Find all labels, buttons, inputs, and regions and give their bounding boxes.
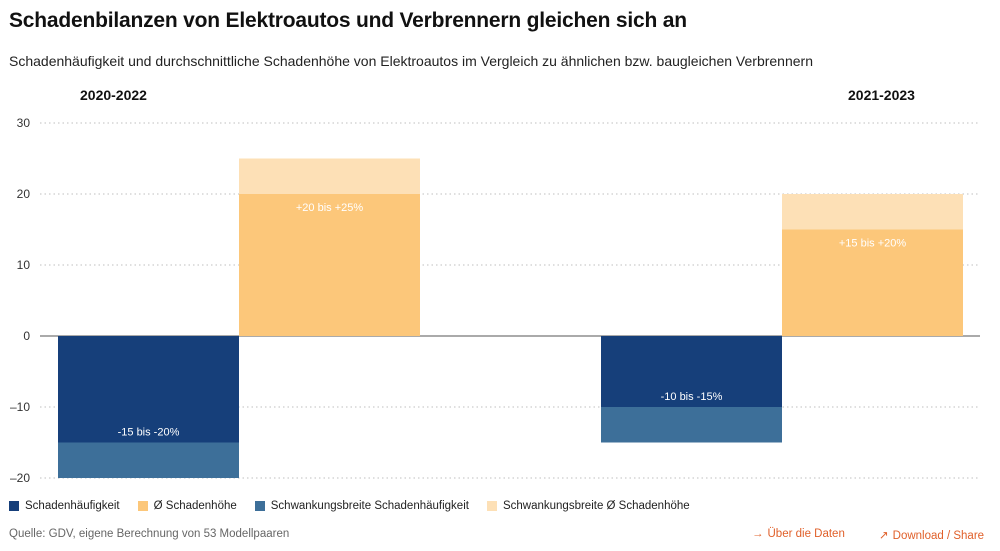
download-share-label: Download / Share	[892, 530, 985, 542]
download-share-link[interactable]: ↗ Download / Share	[879, 528, 984, 542]
legend-label-frequency: Schadenhäufigkeit	[25, 500, 120, 512]
about-data-label: Über die Daten	[767, 528, 845, 540]
data-label-amount-1: +20 bis +25%	[296, 202, 363, 214]
bar-amount-range-1	[239, 158, 420, 194]
legend-label-frequency-range: Schwankungsbreite Schadenhäufigkeit	[270, 500, 469, 512]
period-label-1: 2020-2022	[80, 87, 147, 103]
bar-frequency-2	[601, 336, 782, 407]
legend-label-amount-range: Schwankungsbreite Ø Schadenhöhe	[502, 500, 690, 512]
y-tick-label-4: –10	[10, 400, 30, 414]
y-tick-label-2: 10	[17, 258, 31, 272]
y-tick-label-5: –20	[10, 471, 30, 485]
legend-item-frequency: Schadenhäufigkeit	[9, 500, 120, 512]
bar-frequency-range-2	[601, 407, 782, 443]
data-label-frequency-1: -15 bis -20%	[118, 427, 180, 439]
data-label-amount-2: +15 bis +20%	[839, 238, 906, 250]
bar-amount-1	[239, 194, 420, 336]
legend-label-amount: Ø Schadenhöhe	[153, 500, 237, 512]
about-data-link[interactable]: → Über die Daten	[752, 528, 845, 540]
legend: Schadenhäufigkeit Ø Schadenhöhe Schwanku…	[9, 500, 708, 512]
chart-title: Schadenbilanzen von Elektroautos und Ver…	[9, 9, 687, 32]
legend-swatch-amount-range	[486, 501, 497, 511]
bar-chart: 30 20 10 0 –10 –20 -15 bis -20% +20 bis +25% -10…	[10, 116, 980, 485]
arrow-right-icon: →	[752, 528, 764, 540]
arrow-up-right-icon: ↗	[879, 530, 889, 542]
legend-item-frequency-range: Schwankungsbreite Schadenhäufigkeit	[254, 500, 469, 512]
y-tick-label-0: 30	[17, 116, 31, 130]
bar-amount-2	[782, 229, 963, 336]
legend-swatch-frequency-range	[254, 501, 265, 511]
data-label-frequency-2: -10 bis -15%	[661, 391, 723, 403]
chart-subtitle: Schadenhäufigkeit und durchschnittliche …	[9, 53, 813, 69]
legend-swatch-amount	[137, 501, 148, 511]
y-tick-label-1: 20	[17, 187, 31, 201]
y-tick-label-3: 0	[23, 329, 30, 343]
bar-frequency-1	[58, 336, 239, 443]
bar-frequency-range-1	[58, 442, 239, 478]
legend-swatch-frequency	[9, 501, 19, 511]
source-note: Quelle: GDV, eigene Berechnung von 53 Mo…	[9, 528, 290, 540]
legend-item-amount-range: Schwankungsbreite Ø Schadenhöhe	[486, 500, 690, 512]
bar-amount-range-2	[782, 194, 963, 230]
period-label-2: 2021-2023	[848, 87, 915, 103]
legend-item-amount: Ø Schadenhöhe	[137, 500, 237, 512]
